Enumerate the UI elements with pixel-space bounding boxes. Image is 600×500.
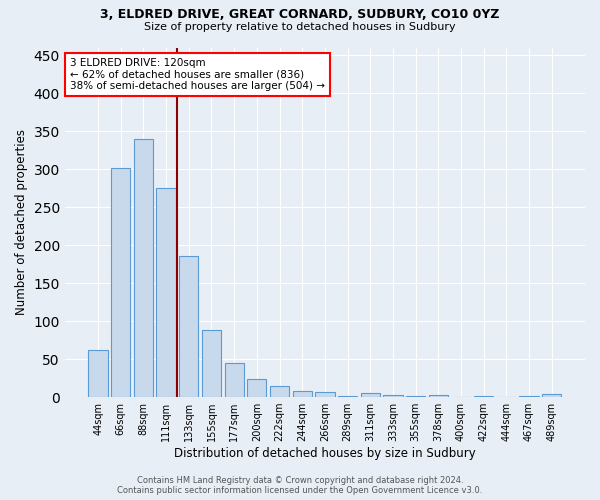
Bar: [474, 396, 493, 397]
Bar: [179, 256, 199, 397]
Bar: [542, 394, 562, 397]
Bar: [157, 188, 176, 397]
Bar: [383, 395, 403, 397]
Bar: [270, 386, 289, 397]
Bar: [134, 138, 153, 397]
Bar: [88, 350, 108, 397]
Bar: [428, 395, 448, 397]
Text: 3, ELDRED DRIVE, GREAT CORNARD, SUDBURY, CO10 0YZ: 3, ELDRED DRIVE, GREAT CORNARD, SUDBURY,…: [100, 8, 500, 20]
Bar: [338, 396, 357, 397]
Bar: [361, 394, 380, 397]
Bar: [202, 330, 221, 397]
Text: Contains HM Land Registry data © Crown copyright and database right 2024.
Contai: Contains HM Land Registry data © Crown c…: [118, 476, 482, 495]
Text: Size of property relative to detached houses in Sudbury: Size of property relative to detached ho…: [144, 22, 456, 32]
Y-axis label: Number of detached properties: Number of detached properties: [15, 130, 28, 316]
Bar: [406, 396, 425, 397]
Bar: [224, 363, 244, 397]
Bar: [247, 379, 266, 397]
Bar: [111, 168, 130, 397]
Bar: [315, 392, 335, 397]
Bar: [520, 396, 539, 397]
X-axis label: Distribution of detached houses by size in Sudbury: Distribution of detached houses by size …: [174, 447, 476, 460]
Bar: [293, 391, 312, 397]
Text: 3 ELDRED DRIVE: 120sqm
← 62% of detached houses are smaller (836)
38% of semi-de: 3 ELDRED DRIVE: 120sqm ← 62% of detached…: [70, 58, 325, 91]
